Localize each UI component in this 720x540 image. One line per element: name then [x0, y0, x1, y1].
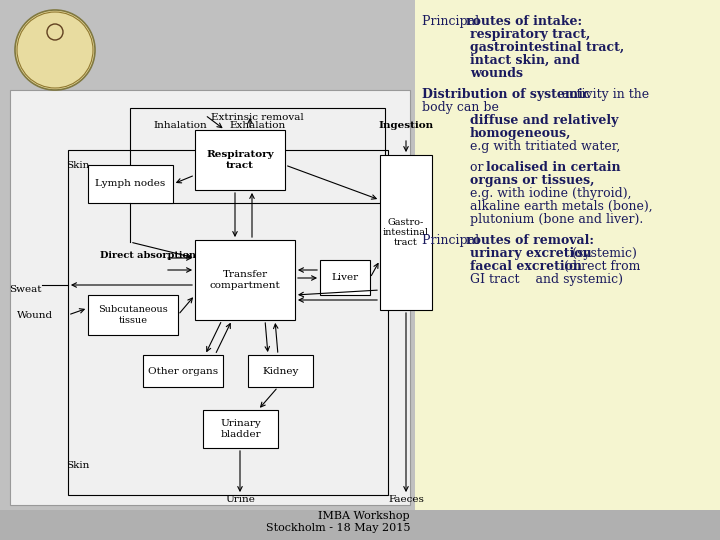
Text: Inhalation: Inhalation	[153, 122, 207, 131]
Text: Urine: Urine	[225, 496, 255, 504]
Text: respiratory tract,: respiratory tract,	[470, 28, 590, 41]
Text: localised in certain: localised in certain	[486, 161, 621, 174]
Text: Other organs: Other organs	[148, 367, 218, 375]
Bar	[415, 0, 720, 510]
Text: faecal excretion: faecal excretion	[470, 260, 582, 273]
Bar	[203, 410, 278, 448]
Bar	[0, 510, 720, 540]
Text: GI tract    and systemic): GI tract and systemic)	[470, 273, 623, 286]
Bar	[88, 165, 173, 203]
Text: Skin: Skin	[66, 461, 90, 469]
Text: or: or	[470, 161, 487, 174]
Text: Direct absorption: Direct absorption	[100, 251, 196, 260]
Text: body can be: body can be	[422, 101, 499, 114]
Text: Ingestion: Ingestion	[379, 122, 433, 131]
Text: Lymph nodes: Lymph nodes	[95, 179, 166, 188]
Bar	[380, 155, 432, 310]
Text: Stockholm - 18 May 2015: Stockholm - 18 May 2015	[266, 523, 410, 533]
Text: Wound: Wound	[17, 310, 53, 320]
Text: intact skin, and: intact skin, and	[470, 54, 580, 67]
Bar	[143, 355, 223, 387]
Circle shape	[15, 10, 95, 90]
Bar	[248, 355, 313, 387]
Text: Faeces: Faeces	[388, 496, 424, 504]
Text: routes of removal:: routes of removal:	[466, 234, 594, 247]
Text: Kidney: Kidney	[262, 367, 299, 375]
Text: diffuse and relatively: diffuse and relatively	[470, 114, 618, 127]
Bar	[130, 108, 385, 203]
Bar	[10, 90, 410, 505]
Text: (direct from: (direct from	[560, 260, 640, 273]
Bar	[195, 130, 285, 190]
Text: Gastro-
intestinal
tract: Gastro- intestinal tract	[383, 218, 429, 247]
Text: Skin: Skin	[66, 160, 90, 170]
Text: alkaline earth metals (bone),: alkaline earth metals (bone),	[470, 200, 652, 213]
Text: Subcutaneous
tissue: Subcutaneous tissue	[98, 305, 168, 325]
Text: homogeneous,: homogeneous,	[470, 127, 572, 140]
Text: urinary excretion: urinary excretion	[470, 247, 592, 260]
Text: Urinary
bladder: Urinary bladder	[220, 419, 261, 438]
Text: wounds: wounds	[470, 67, 523, 80]
Text: Extrinsic removal: Extrinsic removal	[211, 113, 304, 122]
Bar	[320, 260, 370, 295]
Text: organs or tissues,: organs or tissues,	[470, 174, 595, 187]
Text: Sweat: Sweat	[9, 286, 42, 294]
Text: Principal: Principal	[422, 234, 483, 247]
Text: Exhalation: Exhalation	[230, 122, 286, 131]
Text: e.g with tritiated water,: e.g with tritiated water,	[470, 140, 620, 153]
Text: gastrointestinal tract,: gastrointestinal tract,	[470, 41, 624, 54]
Bar	[195, 240, 295, 320]
Text: e.g. with iodine (thyroid),: e.g. with iodine (thyroid),	[470, 187, 631, 200]
Text: Distribution of systemic: Distribution of systemic	[422, 88, 590, 101]
Text: activity in the: activity in the	[558, 88, 649, 101]
Bar	[68, 150, 388, 495]
Bar	[88, 295, 178, 335]
Text: IMBA Workshop: IMBA Workshop	[318, 511, 410, 521]
Text: Liver: Liver	[331, 273, 359, 282]
Text: Transfer
compartment: Transfer compartment	[210, 271, 280, 289]
Text: (systemic): (systemic)	[568, 247, 637, 260]
Text: Respiratory
tract: Respiratory tract	[206, 150, 274, 170]
Text: Principal: Principal	[422, 15, 483, 28]
Text: plutonium (bone and liver).: plutonium (bone and liver).	[470, 213, 643, 226]
Text: routes of intake:: routes of intake:	[466, 15, 582, 28]
